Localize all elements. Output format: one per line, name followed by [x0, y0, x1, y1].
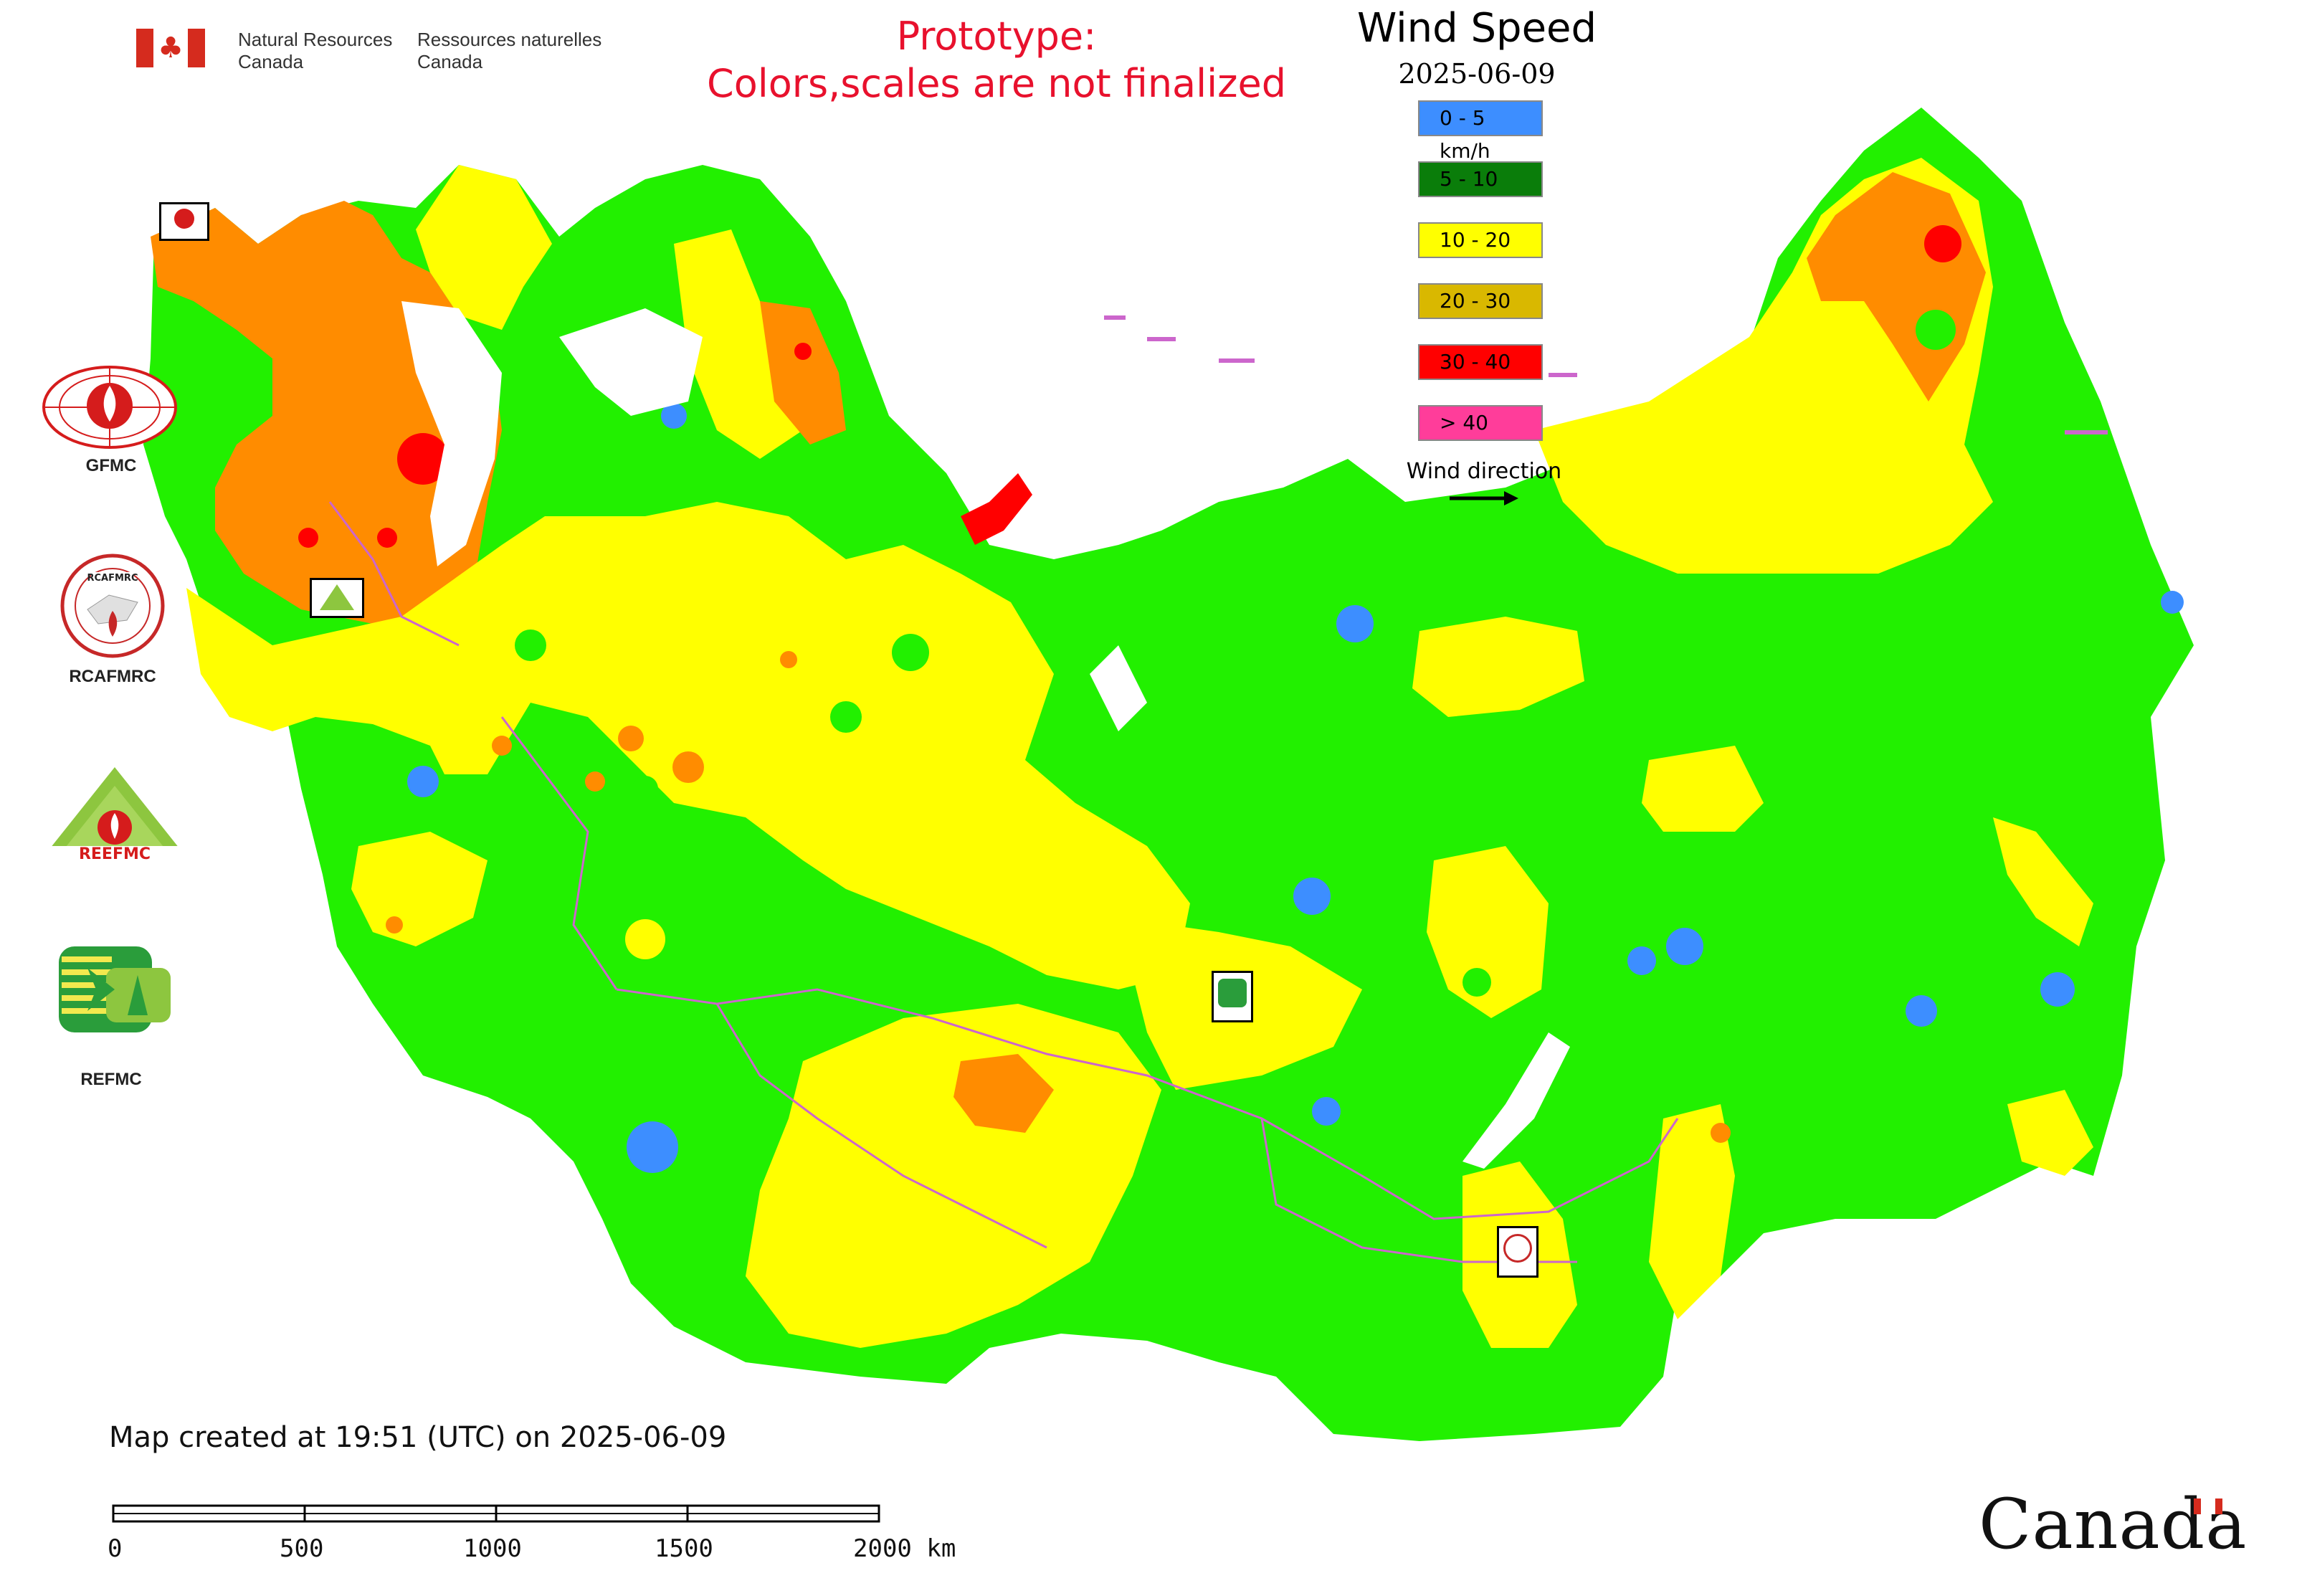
- manchuria-yellow: [1649, 1104, 1735, 1319]
- legend-item-0-5: 0 - 5 km/h: [1418, 100, 1543, 163]
- green-dot-d: [632, 776, 658, 802]
- legend-item-over-40: > 40: [1418, 405, 1543, 441]
- red-blob-2: [1924, 225, 1961, 262]
- scale-label-1000: 1000: [463, 1534, 522, 1563]
- red-blob-4: [298, 528, 318, 548]
- kola-east-region: [674, 229, 803, 459]
- blue-dot-d: [1627, 946, 1656, 975]
- blue-dot-c: [1666, 928, 1703, 965]
- green-dot-b: [892, 634, 929, 671]
- blue-dot-g: [1336, 605, 1374, 642]
- map-title: Wind Speed: [1356, 5, 1597, 52]
- wind-direction-label: Wind direction: [1406, 459, 1562, 484]
- nrcan-header: ♣ Natural Resources Canada Ressources na…: [136, 29, 609, 79]
- orange-dot-f: [780, 651, 797, 668]
- orange-dot-g: [1711, 1123, 1731, 1143]
- nrcan-fr-line2: Canada: [417, 51, 483, 72]
- orange-dot-a: [618, 726, 644, 751]
- central-asia-yellow: [746, 1004, 1161, 1348]
- legend-item-5-10: 5 - 10: [1418, 161, 1543, 197]
- blue-dot-a: [1293, 878, 1331, 915]
- scale-bar: 0 500 1000 1500 2000 km: [108, 1498, 968, 1577]
- legend-item-30-40: 30 - 40: [1418, 344, 1543, 380]
- scale-label-0: 0: [108, 1534, 123, 1563]
- sakhalin-yellow: [1993, 817, 2093, 946]
- canada-flag-icon: ♣: [136, 29, 205, 67]
- reefmc-logo: REEFMC: [42, 767, 188, 863]
- refmc-logo: [59, 946, 171, 1032]
- prototype-note-line2: Colors,scales are not finalized: [707, 61, 1286, 106]
- svg-text:RCAFMRC: RCAFMRC: [87, 573, 138, 584]
- green-dot-f: [1462, 968, 1491, 997]
- orange-dot-d: [492, 736, 512, 756]
- rcafmrc-logo: RCAFMRC: [60, 554, 165, 658]
- blue-dot-e: [1906, 995, 1937, 1027]
- scale-bar-graphic: [112, 1504, 880, 1523]
- arrow-right-icon: [1450, 491, 1518, 505]
- nrcan-fr-line1: Ressources naturelles: [417, 29, 602, 50]
- arctic-islands: [1104, 315, 2108, 434]
- map-date: 2025-06-09: [1398, 58, 1556, 90]
- west-russia-yellow: [186, 502, 1190, 989]
- ob-gulf: [1090, 645, 1147, 731]
- gfmc-logo: [42, 366, 177, 449]
- nrcan-en-line2: Canada: [238, 51, 304, 72]
- canada-wordmark-flag-icon: [2194, 1498, 2222, 1514]
- gfmc-label: GFMC: [85, 456, 137, 475]
- amur-yellow: [1642, 746, 1764, 832]
- green-dot-e: [1916, 310, 1956, 350]
- orange-dot-b: [672, 751, 704, 783]
- reefmc-wordmark: REEFMC: [79, 845, 151, 863]
- refmc-map-marker: [1212, 971, 1253, 1022]
- refmc-label: REFMC: [80, 1070, 142, 1089]
- legend-item-10-20: 10 - 20: [1418, 222, 1543, 258]
- red-blob-3: [794, 343, 812, 360]
- reefmc-map-marker: [310, 578, 364, 618]
- orange-dot-c: [585, 771, 605, 792]
- ukraine-yellow: [351, 832, 487, 946]
- maple-leaf-icon: ♣: [158, 32, 184, 65]
- baikal-lake: [1462, 1032, 1570, 1169]
- yakutia-yellow: [1412, 617, 1584, 717]
- red-blob-1: [397, 433, 449, 485]
- green-dot-a: [515, 630, 546, 661]
- gfmc-map-marker: [159, 202, 209, 241]
- nrcan-english: Natural Resources Canada: [238, 29, 392, 73]
- blue-dot-k: [2161, 591, 2184, 614]
- orange-dot-e: [386, 916, 403, 934]
- blue-dot-h: [407, 766, 439, 797]
- blue-dot-i: [627, 1121, 678, 1173]
- green-dot-c: [830, 701, 862, 733]
- map-created-text: Map created at 19:51 (UTC) on 2025-06-09: [109, 1421, 727, 1454]
- novaya-zemlya-red: [961, 473, 1032, 545]
- rcafmrc-map-marker: [1497, 1226, 1538, 1278]
- scale-label-500: 500: [280, 1534, 324, 1563]
- canada-wordmark: Canada: [1979, 1484, 2248, 1564]
- white-sea: [559, 308, 703, 416]
- red-blob-5: [377, 528, 397, 548]
- blue-dot-b: [1312, 1097, 1341, 1126]
- rcafmrc-label: RCAFMRC: [69, 667, 156, 686]
- japan-yellow: [2007, 1090, 2093, 1176]
- nrcan-french: Ressources naturelles Canada: [417, 29, 601, 73]
- green-dot-g: [625, 919, 665, 959]
- blue-dot-j: [661, 403, 687, 429]
- prototype-note: Prototype: Colors,scales are not finaliz…: [602, 13, 1391, 108]
- blue-dot-f: [2040, 972, 2075, 1007]
- mongolia-yellow: [1427, 846, 1549, 1018]
- kola-region: [416, 165, 552, 330]
- karelia-east-region: [760, 301, 846, 445]
- caspian-orange: [953, 1054, 1054, 1133]
- prototype-note-line1: Prototype:: [896, 14, 1097, 59]
- nrcan-en-line1: Natural Resources: [238, 29, 393, 50]
- scale-label-2000: 2000 km: [853, 1534, 956, 1563]
- scale-label-1500: 1500: [655, 1534, 713, 1563]
- baltic-sea: [401, 301, 502, 566]
- legend-item-20-30: 20 - 30: [1418, 283, 1543, 319]
